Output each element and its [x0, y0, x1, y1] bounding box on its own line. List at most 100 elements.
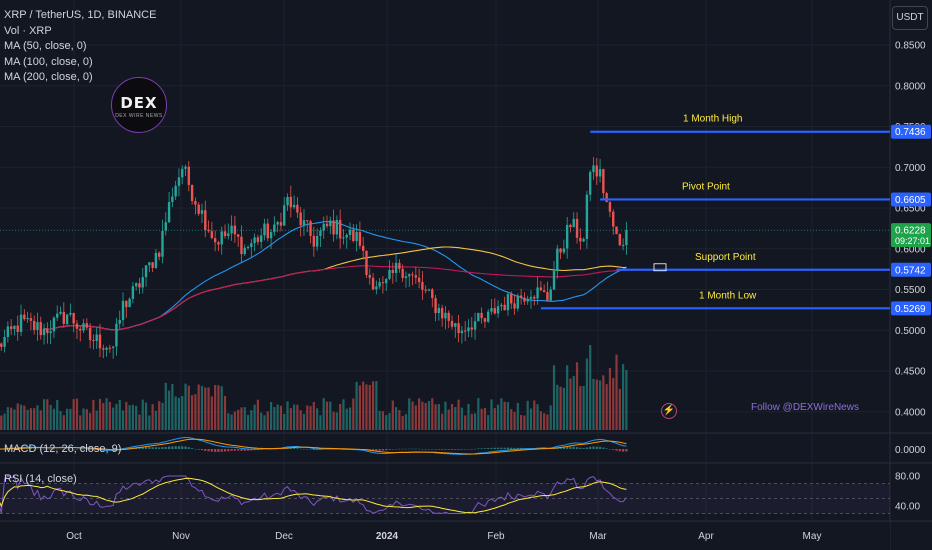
candle-body: [243, 247, 246, 255]
candle: [92, 334, 95, 350]
candle-body: [398, 262, 401, 269]
candle-body: [549, 289, 552, 301]
candle-body: [431, 289, 434, 299]
candle: [36, 312, 39, 341]
candle: [190, 184, 194, 205]
macd-bar: [177, 446, 181, 449]
volume-bar: [543, 413, 546, 430]
level-label: Pivot Point: [682, 181, 730, 192]
volume-bar: [49, 404, 52, 430]
volume-bar: [533, 400, 536, 430]
macd-bar: [605, 448, 608, 449]
macd-bar: [33, 448, 36, 450]
candle: [559, 247, 562, 260]
candle-body: [569, 224, 572, 228]
volume-bar: [414, 405, 417, 430]
candle-body: [128, 298, 131, 308]
candle: [289, 185, 293, 218]
volume-bar: [46, 399, 49, 430]
macd-bar: [171, 446, 174, 449]
volume-bar: [385, 415, 388, 430]
macd-bar: [608, 449, 612, 450]
macd-bar: [434, 449, 437, 450]
volume-bar: [378, 410, 381, 430]
macd-bar: [220, 449, 223, 452]
volume-bar: [516, 402, 519, 430]
candle-body: [421, 282, 424, 290]
logo-text: DEX: [120, 94, 158, 112]
candle-body: [121, 300, 125, 321]
candle-body: [197, 204, 200, 214]
currency-button[interactable]: USDT: [892, 6, 928, 30]
macd-bar: [457, 449, 460, 450]
macd-bar: [424, 449, 427, 450]
volume-bar: [151, 404, 154, 430]
candle: [595, 157, 598, 185]
candle: [608, 200, 612, 218]
candle-body: [375, 286, 378, 290]
candle: [388, 260, 391, 281]
candle-body: [487, 311, 490, 322]
candle: [457, 314, 460, 343]
volume-bar: [312, 402, 315, 430]
volume-bar: [148, 415, 151, 430]
candle-body: [296, 204, 299, 213]
volume-bar: [220, 386, 223, 430]
macd-bar: [141, 447, 144, 449]
macd-bar: [23, 448, 26, 449]
macd-bar: [161, 447, 164, 449]
lightning-icon[interactable]: ⚡: [661, 403, 677, 419]
volume-bar: [483, 407, 487, 430]
volume-bar: [332, 411, 335, 430]
signal-line: [0, 438, 627, 455]
candle-body: [526, 298, 529, 302]
candle: [227, 223, 230, 240]
candle-body: [286, 196, 289, 206]
candle-body: [361, 245, 365, 251]
volume-bar: [29, 408, 32, 430]
volume-bar: [352, 398, 355, 430]
candle-body: [500, 304, 503, 307]
candle: [411, 271, 414, 286]
candle: [315, 228, 319, 251]
macd-bar: [223, 449, 227, 452]
volume-bar: [526, 400, 529, 430]
volume-bar: [457, 399, 460, 430]
candle-body: [141, 277, 144, 288]
candle: [148, 262, 151, 273]
candle: [82, 318, 85, 334]
candle-body: [381, 282, 385, 284]
volume-bar: [348, 407, 352, 430]
volume-bar: [447, 409, 450, 430]
volume-bar: [273, 407, 276, 430]
candle: [115, 317, 118, 356]
candle-body: [289, 196, 293, 208]
candle: [79, 326, 82, 342]
volume-bar: [427, 401, 431, 430]
candle: [246, 245, 250, 250]
volume-bar: [381, 411, 385, 430]
candle: [592, 157, 595, 180]
candle: [13, 325, 16, 336]
volume-bar: [177, 397, 181, 430]
candle: [431, 287, 434, 308]
macd-bar: [480, 448, 483, 449]
candle: [391, 262, 394, 284]
candle-body: [88, 327, 92, 340]
volume-bar: [464, 415, 467, 430]
macd-bar: [496, 447, 500, 449]
candle-body: [260, 235, 263, 242]
volume-bar: [256, 399, 260, 430]
candle: [338, 209, 342, 249]
macd-bar: [154, 447, 158, 449]
volume-bar: [394, 407, 398, 430]
candle: [463, 321, 467, 342]
candle: [342, 229, 345, 245]
candle: [510, 291, 513, 310]
volume-bar: [92, 399, 95, 430]
candle-body: [625, 230, 628, 246]
volume-bar: [296, 404, 299, 430]
candle: [533, 295, 536, 306]
volume-bar: [424, 403, 427, 430]
